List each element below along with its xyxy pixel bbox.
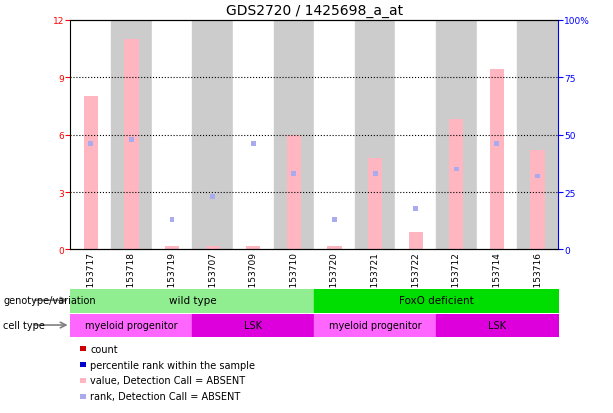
- Text: value, Detection Call = ABSENT: value, Detection Call = ABSENT: [91, 375, 246, 385]
- Bar: [530, 150, 544, 250]
- Bar: [251, 142, 256, 147]
- Bar: [517, 21, 558, 250]
- Bar: [170, 218, 175, 223]
- Bar: [210, 195, 215, 199]
- Bar: [273, 21, 314, 250]
- Text: wild type: wild type: [169, 295, 216, 306]
- Title: GDS2720 / 1425698_a_at: GDS2720 / 1425698_a_at: [226, 4, 403, 18]
- Bar: [233, 21, 273, 250]
- Bar: [477, 21, 517, 250]
- Text: FoxO deficient: FoxO deficient: [398, 295, 473, 306]
- Bar: [205, 246, 219, 250]
- Bar: [88, 142, 93, 147]
- Bar: [192, 21, 233, 250]
- Bar: [124, 40, 139, 250]
- Bar: [373, 172, 378, 177]
- Text: myeloid progenitor: myeloid progenitor: [329, 320, 421, 330]
- Bar: [409, 233, 423, 250]
- Bar: [287, 135, 301, 250]
- Bar: [332, 218, 337, 223]
- Bar: [165, 246, 179, 250]
- Bar: [152, 21, 192, 250]
- Bar: [454, 167, 459, 172]
- Text: cell type: cell type: [3, 320, 45, 330]
- Bar: [495, 142, 500, 147]
- Bar: [314, 21, 355, 250]
- Text: LSK: LSK: [488, 320, 506, 330]
- Bar: [535, 174, 540, 179]
- Bar: [395, 21, 436, 250]
- Bar: [129, 138, 134, 142]
- Bar: [327, 246, 341, 250]
- Bar: [246, 246, 261, 250]
- Bar: [291, 172, 296, 177]
- Text: LSK: LSK: [244, 320, 262, 330]
- Bar: [413, 206, 418, 211]
- Text: percentile rank within the sample: percentile rank within the sample: [91, 360, 256, 370]
- Bar: [111, 21, 151, 250]
- Text: myeloid progenitor: myeloid progenitor: [85, 320, 178, 330]
- Bar: [490, 70, 504, 250]
- Bar: [436, 21, 477, 250]
- Bar: [84, 97, 98, 250]
- Text: rank, Detection Call = ABSENT: rank, Detection Call = ABSENT: [91, 391, 241, 401]
- Text: genotype/variation: genotype/variation: [3, 295, 96, 306]
- Bar: [70, 21, 111, 250]
- Bar: [355, 21, 395, 250]
- Bar: [449, 120, 463, 250]
- Bar: [368, 158, 382, 250]
- Text: count: count: [91, 344, 118, 354]
